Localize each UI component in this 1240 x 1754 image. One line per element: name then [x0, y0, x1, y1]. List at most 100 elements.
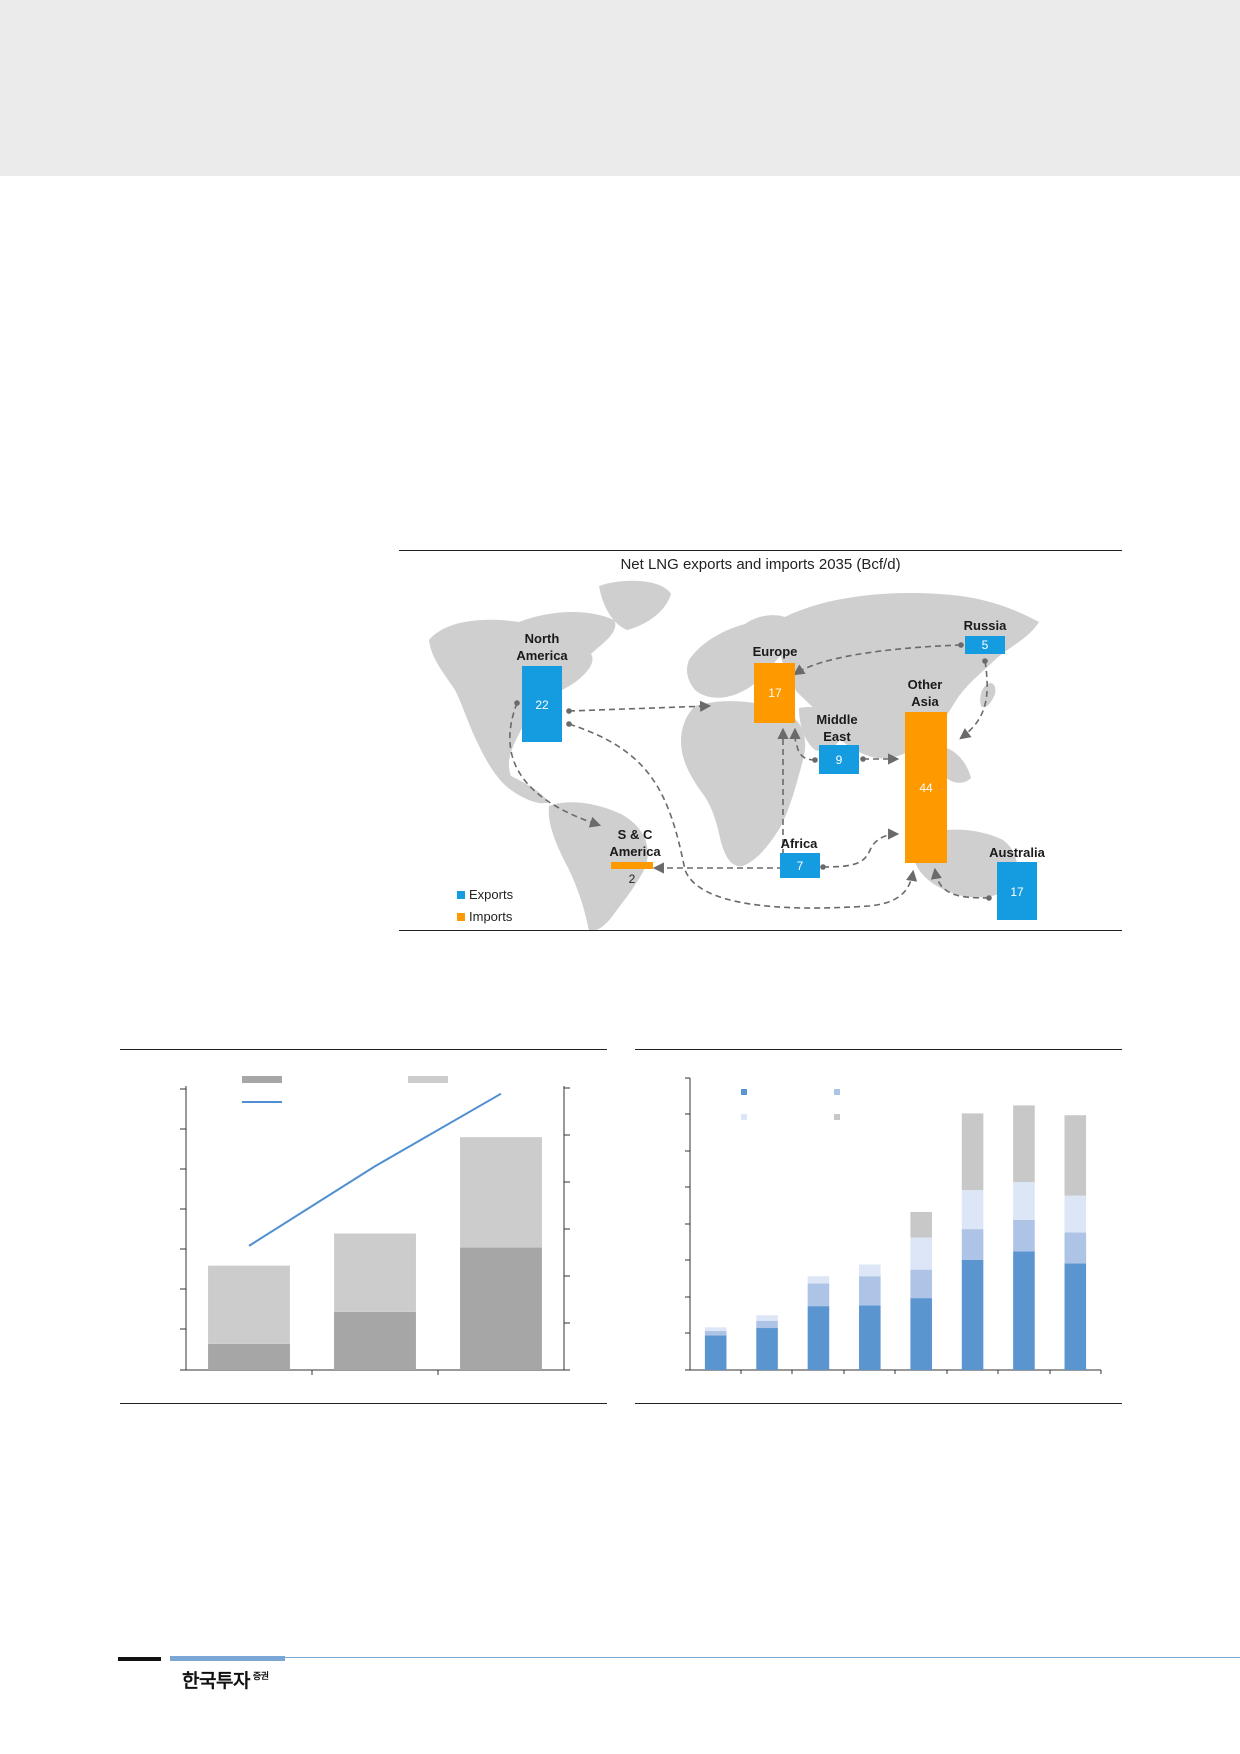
chart2-bar-2-seg-3 — [756, 1315, 778, 1321]
label-europe: Europe — [753, 644, 798, 659]
chart1-line-series — [248, 1092, 502, 1247]
south-america-land — [548, 802, 648, 931]
chart1-bottom-rule — [120, 1403, 607, 1404]
chart2-bar-3-seg-1 — [807, 1306, 830, 1370]
chart2-bar-3-seg-3 — [807, 1276, 830, 1284]
japan-land — [980, 683, 996, 708]
chart2-bar-7-seg-3 — [1013, 1182, 1035, 1220]
footer-rule — [170, 1657, 1240, 1658]
chart1-legend-swatch-2 — [408, 1076, 448, 1083]
value-middle-east: 9 — [836, 753, 843, 767]
label-middle-east-2: East — [823, 729, 851, 744]
footer-accent-black — [118, 1657, 161, 1661]
chart1-right-ticks — [564, 1087, 570, 1371]
flow-russia-to-europe — [793, 644, 962, 676]
chart1 — [180, 1076, 570, 1375]
box-north-america — [522, 666, 562, 742]
value-sc-america: 2 — [629, 872, 636, 886]
chart2-bar-5-seg-1 — [910, 1298, 932, 1370]
land-masses — [429, 580, 1039, 931]
chart2-bar-4-seg-2 — [859, 1276, 881, 1306]
chart2-bar-3-seg-2 — [807, 1283, 830, 1307]
lng-map-figure: Net LNG exports and imports 2035 (Bcf/d) — [399, 550, 1122, 931]
map-bottom-rule — [399, 930, 1122, 931]
europe-land — [687, 615, 793, 698]
chart2-bar-5-seg-2 — [910, 1269, 932, 1299]
chart2-bar-2-seg-2 — [756, 1320, 778, 1329]
value-africa: 7 — [797, 859, 804, 873]
chart1-bar-2-seg-2 — [334, 1233, 416, 1312]
chart2-legend-swatch-4 — [834, 1114, 840, 1120]
box-russia — [965, 636, 1005, 654]
chart1-top-rule — [120, 1049, 607, 1050]
chart2-legend-swatch-3 — [741, 1114, 747, 1120]
footer-logo-main: 한국투자 — [182, 1670, 250, 1692]
asia-land — [779, 593, 1039, 759]
value-other-asia: 44 — [919, 781, 933, 795]
chart2-top-rule — [635, 1049, 1122, 1050]
chart2-bars — [704, 1105, 1087, 1370]
greenland-land — [599, 580, 671, 630]
footer-accent-blue — [170, 1656, 285, 1661]
chart2-bar-8-seg-3 — [1064, 1195, 1087, 1233]
chart1-legend — [242, 1076, 448, 1103]
label-russia: Russia — [964, 618, 1007, 633]
chart1-bar-1-seg-2 — [208, 1265, 290, 1344]
chart2-legend — [741, 1089, 840, 1120]
legend-imports-label: Imports — [469, 909, 513, 924]
box-other-asia — [905, 712, 947, 863]
legend-exports-label: Exports — [469, 887, 514, 902]
arabia-land — [799, 706, 845, 752]
chart2-bar-5-seg-3 — [910, 1237, 932, 1270]
chart2-bar-1-seg-1 — [704, 1335, 727, 1370]
flow-russia-to-asia — [959, 660, 988, 740]
chart2-bar-2-seg-1 — [756, 1328, 778, 1370]
flow-africa-to-asia — [822, 828, 900, 868]
box-europe — [754, 663, 795, 723]
chart2-left-ticks — [685, 1077, 690, 1371]
map-title: Net LNG exports and imports 2035 (Bcf/d) — [620, 556, 901, 573]
value-australia: 17 — [1010, 885, 1024, 899]
label-other-asia-2: Asia — [911, 694, 939, 709]
chart2-x-ticks — [740, 1370, 1102, 1374]
chart2-bar-4-seg-1 — [859, 1305, 881, 1370]
value-north-america: 22 — [535, 698, 549, 712]
label-other-asia-1: Other — [908, 677, 943, 692]
box-middle-east — [819, 745, 859, 774]
chart2-bottom-rule — [635, 1403, 1122, 1404]
chart2-bar-7-seg-2 — [1013, 1219, 1035, 1252]
label-sc-america-2: America — [609, 844, 661, 859]
chart2-bar-5-seg-4 — [910, 1211, 932, 1238]
chart1-legend-swatch-1 — [242, 1076, 282, 1083]
box-sc-america — [611, 862, 653, 869]
map-top-rule — [399, 550, 1122, 551]
chart1-left-ticks — [180, 1088, 186, 1371]
flow-na-to-europe — [568, 700, 712, 712]
chart2-bar-6-seg-3 — [961, 1190, 984, 1230]
chart2-bar-4-seg-3 — [859, 1264, 881, 1277]
footer-logo: 한국투자 증권 — [182, 1666, 269, 1693]
chart1-bar-3-seg-2 — [460, 1137, 542, 1248]
chart1-x-ticks — [311, 1370, 439, 1375]
africa-land — [681, 701, 806, 867]
chart2-bar-1-seg-3 — [704, 1327, 727, 1331]
label-australia: Australia — [989, 845, 1045, 860]
chart1-bars — [208, 1137, 542, 1370]
chart2-bar-8-seg-1 — [1064, 1263, 1087, 1370]
chart2 — [685, 1077, 1102, 1374]
chart1-bar-1-seg-1 — [208, 1343, 290, 1370]
chart1-bar-2-seg-1 — [334, 1311, 416, 1370]
value-russia: 5 — [982, 638, 989, 652]
flow-na-to-sca — [509, 702, 602, 828]
chart2-bar-8-seg-2 — [1064, 1232, 1087, 1264]
chart2-bar-6-seg-4 — [961, 1113, 984, 1191]
chart2-bar-7-seg-4 — [1013, 1105, 1035, 1183]
chart2-axes — [685, 1077, 1102, 1374]
flow-na-to-asia — [568, 723, 918, 909]
box-africa — [780, 853, 820, 878]
label-north-america-1: North — [525, 631, 560, 646]
legend-imports-swatch — [457, 913, 465, 921]
label-sc-america-1: S & C — [618, 827, 653, 842]
header-band — [0, 0, 1240, 176]
chart2-bar-7-seg-1 — [1013, 1251, 1035, 1370]
